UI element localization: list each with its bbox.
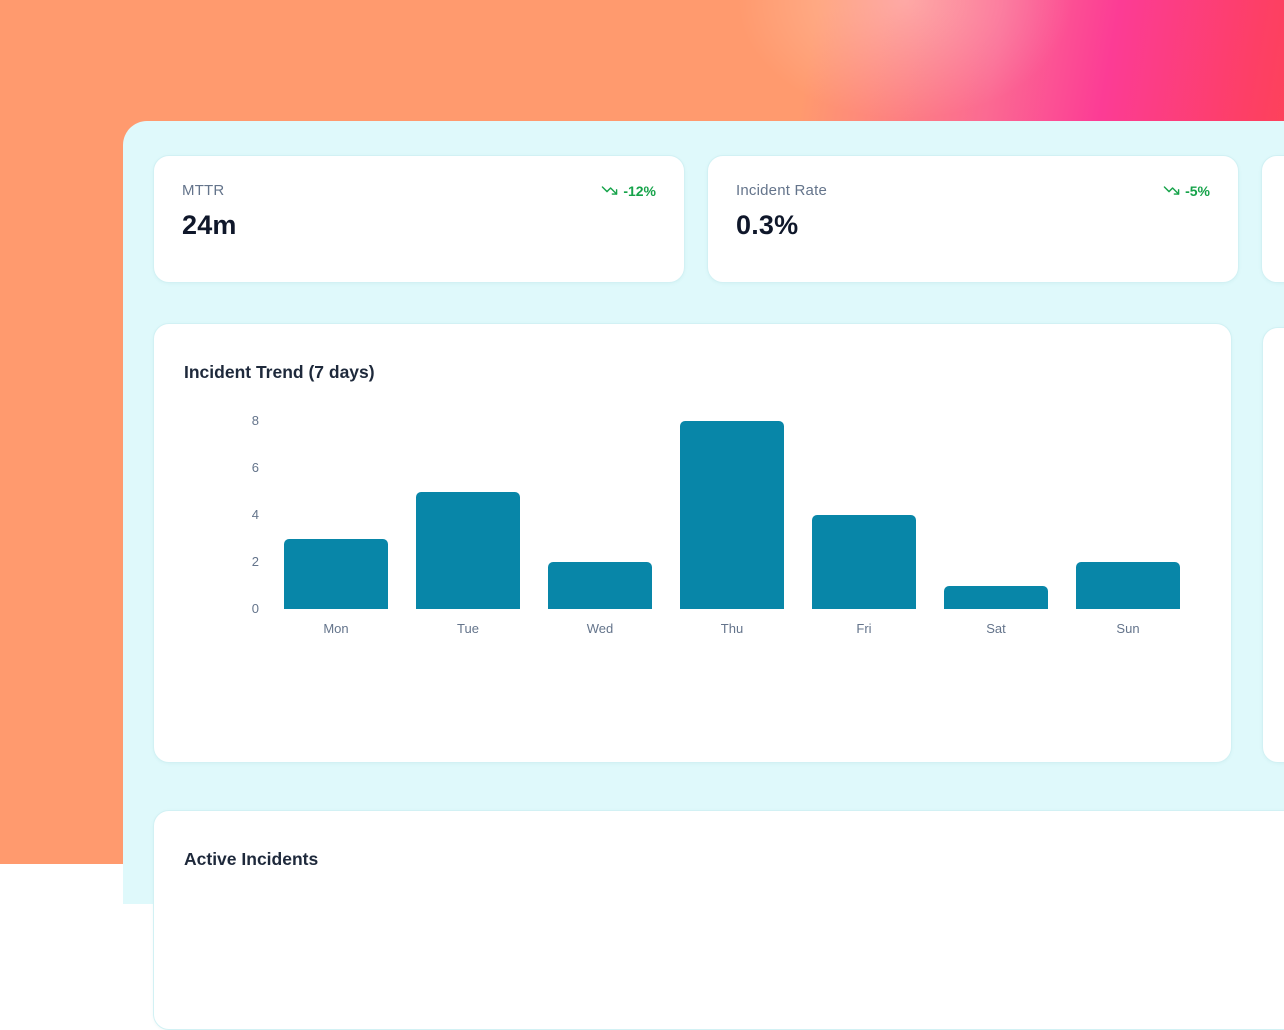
bar-sat	[944, 585, 1048, 609]
chart-card: Incident Trend (7 days) 0 2 4 6 8 Mon Tue Wed Th…	[153, 323, 1232, 763]
stat-card-header: MTTR -12%	[182, 182, 656, 199]
dashboard-panel: MTTR -12% 24m Incident Rate -5% 0.3% Inc…	[123, 121, 1284, 1030]
bar-wed	[548, 562, 652, 609]
y-axis-tick-label: 2	[251, 554, 259, 569]
stat-card-mttr: MTTR -12% 24m	[153, 155, 685, 283]
y-axis-tick-label: 4	[251, 507, 259, 522]
trend-badge: -5%	[1163, 182, 1210, 199]
trending-down-icon	[1163, 186, 1180, 195]
bar-fri	[812, 515, 916, 609]
stat-label: MTTR	[182, 182, 225, 199]
x-axis-tick-label: Tue	[457, 621, 479, 636]
trend-value: -5%	[1185, 182, 1210, 199]
stat-card-header: Incident Rate -5%	[736, 182, 1210, 199]
trending-down-icon	[602, 186, 618, 195]
bar-mon	[284, 538, 388, 609]
chart-title: Incident Trend (7 days)	[184, 362, 375, 382]
stat-label: Incident Rate	[736, 182, 827, 199]
trend-value: -12%	[623, 182, 656, 199]
stat-card-partial	[1261, 155, 1284, 283]
x-axis-tick-label: Fri	[856, 621, 872, 636]
side-card-partial	[1262, 327, 1284, 763]
stat-value: 24m	[182, 210, 237, 240]
bar-sun	[1076, 562, 1180, 609]
y-axis-tick-label: 0	[251, 601, 259, 616]
y-axis-tick-label: 8	[251, 413, 259, 428]
active-incidents-card: Active Incidents	[153, 810, 1284, 1030]
bar-chart: 0 2 4 6 8 Mon Tue Wed Thu Fri Sat Sun	[154, 324, 1231, 762]
x-axis-tick-label: Wed	[586, 621, 614, 636]
x-axis-tick-label: Sat	[986, 621, 1006, 636]
stat-card-incident-rate: Incident Rate -5% 0.3%	[707, 155, 1239, 283]
active-incidents-title: Active Incidents	[184, 849, 319, 869]
trend-badge: -12%	[601, 182, 656, 199]
y-axis-tick-label: 6	[251, 460, 259, 475]
x-axis-tick-label: Thu	[720, 621, 744, 636]
x-axis-tick-label: Mon	[323, 621, 349, 636]
stat-value: 0.3%	[736, 210, 799, 240]
bar-tue	[416, 491, 520, 609]
bar-thu	[680, 421, 784, 609]
x-axis-tick-label: Sun	[1116, 621, 1140, 636]
